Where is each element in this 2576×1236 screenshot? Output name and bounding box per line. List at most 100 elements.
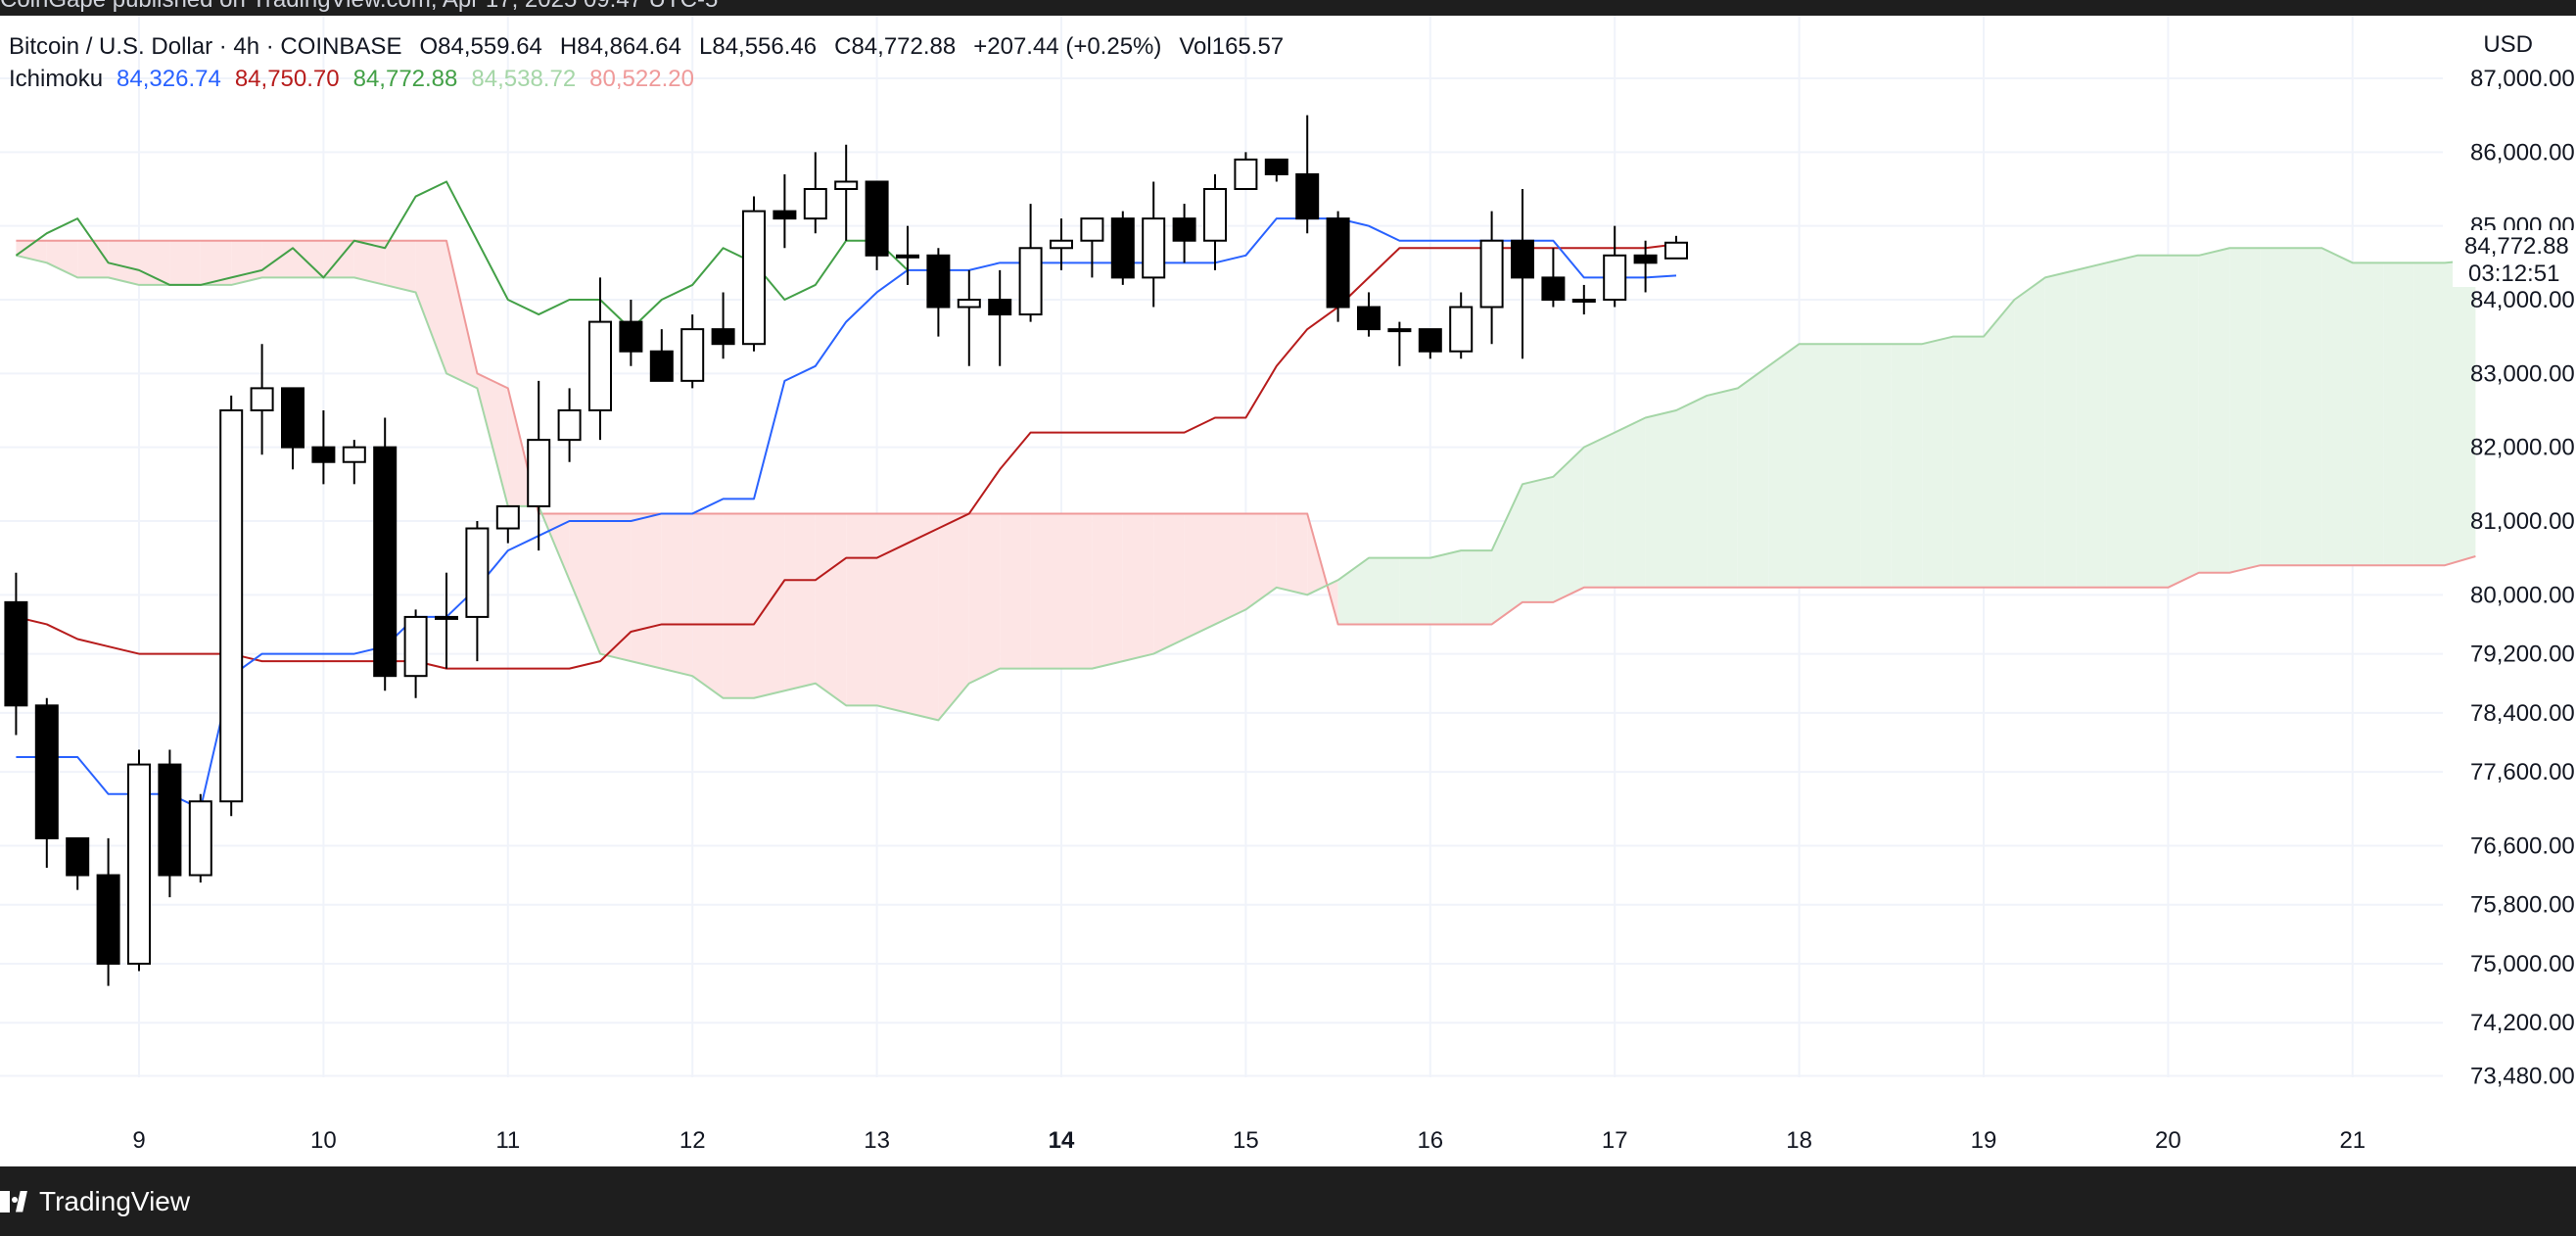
price-tick-label: 83,000.00 bbox=[2470, 360, 2575, 387]
price-tick-label: 81,000.00 bbox=[2470, 508, 2575, 535]
cloud-segment bbox=[631, 513, 662, 669]
candle-up bbox=[403, 615, 428, 678]
candle-up bbox=[1203, 188, 1227, 242]
price-axis[interactable]: 87,000.0086,000.0085,000.0084,000.0083,0… bbox=[2470, 66, 2575, 1089]
cloud-segment bbox=[1799, 344, 1830, 588]
cloud-segment bbox=[1061, 513, 1093, 669]
cloud-segment bbox=[846, 513, 877, 706]
cloud-segment bbox=[2106, 255, 2137, 588]
volume: Vol165.57 bbox=[1179, 33, 1285, 60]
time-tick-label: 19 bbox=[1971, 1127, 1997, 1154]
time-tick-label: 20 bbox=[2155, 1127, 2181, 1154]
last-price-label: 84,772.88 bbox=[2464, 233, 2569, 260]
candle-up bbox=[742, 210, 766, 346]
candle-down bbox=[988, 299, 1012, 316]
candle-up bbox=[1142, 217, 1166, 279]
candle-down bbox=[1357, 306, 1381, 331]
cloud-segment bbox=[876, 513, 908, 713]
cloud-segment bbox=[1215, 513, 1246, 625]
cloud-segment bbox=[77, 240, 109, 278]
candle-down bbox=[1110, 217, 1135, 279]
time-tick-label: 15 bbox=[1233, 1127, 1259, 1154]
candle-down bbox=[711, 328, 735, 346]
cloud-segment bbox=[1122, 513, 1154, 662]
candle-down bbox=[1326, 217, 1350, 309]
tradingview-icon bbox=[0, 1190, 29, 1212]
ichimoku-lines bbox=[15, 180, 2476, 810]
footer-bar: TradingView bbox=[0, 1166, 2576, 1236]
candle-up bbox=[1664, 241, 1688, 260]
time-tick-label: 21 bbox=[2339, 1127, 2365, 1154]
cloud-segment bbox=[1276, 513, 1308, 595]
cloud-segment bbox=[200, 240, 232, 285]
candle-up bbox=[435, 615, 458, 620]
time-axis[interactable]: 9 10 11 12 13 14 15 16 17 18 19 20 21 bbox=[132, 1127, 2365, 1154]
candle-down bbox=[1633, 254, 1658, 264]
cloud-segment bbox=[2229, 248, 2261, 573]
candle-up bbox=[803, 188, 827, 220]
cloud-segment bbox=[46, 240, 78, 278]
candle-down bbox=[1295, 172, 1320, 220]
candle-down bbox=[1541, 276, 1566, 301]
indicator-base-value: 84,750.70 bbox=[234, 66, 340, 92]
candle-up bbox=[1479, 239, 1504, 309]
indicator-name[interactable]: Ichimoku bbox=[9, 66, 104, 92]
cloud-segment bbox=[1030, 513, 1061, 669]
countdown-label: 03:12:51 bbox=[2468, 261, 2559, 287]
cloud-segment bbox=[1245, 513, 1277, 610]
cloud-segment bbox=[169, 240, 201, 285]
candle-up bbox=[896, 254, 919, 259]
symbol-legend: Bitcoin / U.S. Dollar · 4h · COINBASE O8… bbox=[9, 29, 1284, 65]
candle-down bbox=[619, 320, 643, 353]
price-tag-bg bbox=[2453, 230, 2576, 287]
symbol-title[interactable]: Bitcoin / U.S. Dollar · 4h · COINBASE bbox=[9, 33, 402, 60]
cloud-segment bbox=[661, 513, 693, 677]
cloud-segment bbox=[1399, 557, 1430, 625]
time-tick-label: 11 bbox=[495, 1127, 520, 1154]
cloud-segment bbox=[1830, 344, 1861, 588]
price-chart[interactable]: 87,000.0086,000.0085,000.0084,000.0083,0… bbox=[0, 0, 2576, 1166]
candle-up bbox=[495, 504, 520, 530]
candle-down bbox=[1172, 217, 1196, 242]
last-price-tag: 84,772.88 03:12:51 bbox=[2453, 230, 2576, 287]
candle-up bbox=[342, 446, 366, 463]
cloud-segment bbox=[1429, 550, 1462, 625]
currency-label[interactable]: USD bbox=[2483, 31, 2533, 58]
time-tick-label: 14 bbox=[1049, 1127, 1075, 1154]
cloud-segment bbox=[2137, 255, 2169, 588]
indicator-conversion-value: 84,326.74 bbox=[117, 66, 221, 92]
candle-down bbox=[1511, 239, 1534, 279]
cloud-segment bbox=[1922, 336, 1953, 588]
candle-down bbox=[926, 254, 951, 309]
candle-up bbox=[680, 328, 705, 382]
cloud-segment bbox=[723, 513, 754, 698]
cloud-segment bbox=[1984, 300, 2015, 588]
cloud-segment bbox=[692, 513, 724, 698]
price-tick-label: 74,200.00 bbox=[2470, 1010, 2575, 1036]
time-tick-label: 9 bbox=[132, 1127, 145, 1154]
cloud-segment bbox=[1522, 476, 1554, 602]
candle-up bbox=[188, 800, 212, 877]
indicator-legend: Ichimoku 84,326.74 84,750.70 84,772.88 8… bbox=[9, 63, 694, 96]
cloud-segment bbox=[1092, 513, 1123, 669]
candle-down bbox=[773, 210, 797, 220]
candle-up bbox=[1080, 217, 1104, 242]
cloud-segment bbox=[2291, 248, 2322, 566]
candlesticks bbox=[4, 115, 1688, 986]
price-tick-label: 79,200.00 bbox=[2470, 642, 2575, 668]
candle-up bbox=[1387, 328, 1412, 333]
cloud-segment bbox=[1645, 409, 1676, 588]
price-tick-label: 80,000.00 bbox=[2470, 582, 2575, 608]
candle-down bbox=[1264, 158, 1288, 175]
candle-up bbox=[527, 439, 551, 507]
candle-down bbox=[311, 446, 336, 463]
cloud-segment bbox=[1369, 557, 1400, 625]
cloud-segment bbox=[908, 513, 939, 721]
price-tick-label: 75,800.00 bbox=[2470, 892, 2575, 919]
cloud-segment bbox=[293, 240, 324, 278]
cloud-segment bbox=[600, 513, 632, 662]
indicator-span-b-value: 80,522.20 bbox=[589, 66, 694, 92]
time-tick-label: 18 bbox=[1786, 1127, 1812, 1154]
price-tick-label: 73,480.00 bbox=[2470, 1063, 2575, 1089]
tradingview-logo[interactable]: TradingView bbox=[0, 1186, 190, 1217]
